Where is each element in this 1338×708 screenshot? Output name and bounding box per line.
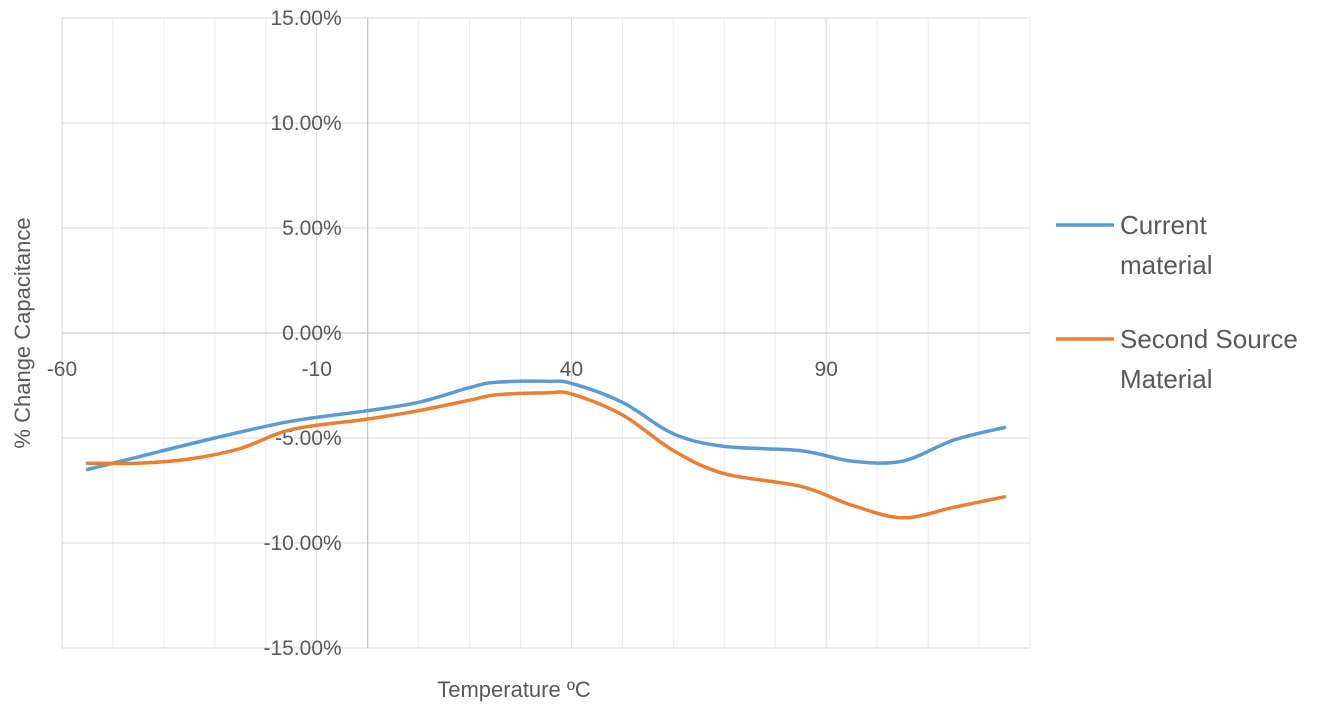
x-tick-label: 40	[560, 358, 583, 381]
series-line-1	[85, 379, 1007, 472]
y-tick-label: -5.00%	[275, 427, 342, 450]
legend-label-2: Second Source Material	[1120, 324, 1298, 394]
x-tick-label: 90	[815, 358, 838, 381]
y-axis-title: % Change Capacitance	[10, 217, 35, 448]
series-line-2	[85, 390, 1007, 520]
x-tick-label: -10	[302, 358, 332, 381]
y-tick-label: 10.00%	[270, 112, 341, 135]
y-tick-label: -15.00%	[263, 637, 341, 660]
x-tick-label: -60	[47, 358, 77, 381]
legend: Current material Second Source Material	[1056, 210, 1298, 394]
x-tick-labels: -60 -10 40 90	[47, 358, 838, 381]
axes-layer	[62, 18, 1030, 648]
y-tick-label: 0.00%	[282, 322, 342, 345]
y-tick-labels: 15.00% 10.00% 5.00% 0.00% -5.00% -10.00% -15.0…	[263, 7, 341, 660]
x-axis-title: Temperature ºC	[437, 677, 591, 702]
series-layer	[85, 379, 1007, 520]
y-tick-label: -10.00%	[263, 532, 341, 555]
y-tick-label: 15.00%	[270, 7, 341, 30]
y-tick-label: 5.00%	[282, 217, 342, 240]
legend-label-1: Current material	[1120, 210, 1212, 280]
